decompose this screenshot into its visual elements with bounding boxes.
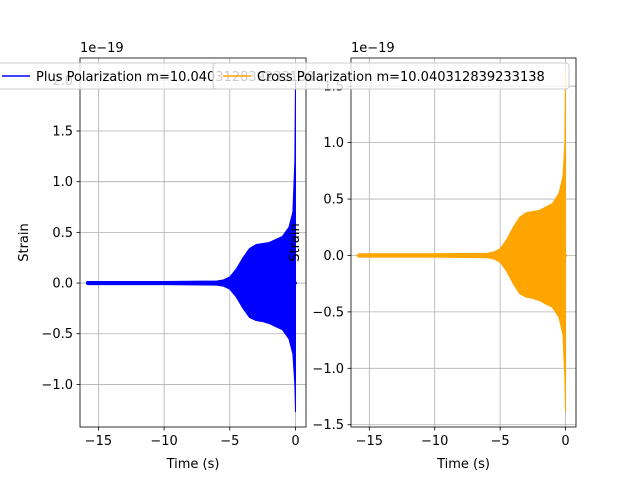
series-end-marker <box>564 253 568 257</box>
x-axis-label: Time (s) <box>436 457 490 472</box>
y-tick-label: 0.5 <box>323 193 344 208</box>
x-axis-label: Time (s) <box>166 457 220 472</box>
series-envelope <box>358 68 567 412</box>
x-tick-label: −5 <box>220 434 239 449</box>
x-tick-label: 0 <box>561 434 569 449</box>
y-tick-label: 0.5 <box>52 226 73 241</box>
series-end-marker <box>293 281 297 285</box>
y-tick-label: −0.5 <box>312 305 344 320</box>
legend-box <box>212 62 570 90</box>
y-tick-label: 0.0 <box>323 249 344 264</box>
y-tick-label: 1.5 <box>52 124 73 139</box>
y-tick-label: 0.0 <box>52 277 73 292</box>
legend-label: Cross Polarization m=10.040312839233138 <box>257 70 545 85</box>
x-tick-label: 0 <box>291 434 299 449</box>
series-start-marker <box>356 253 361 258</box>
y-axis-label: Strain <box>288 223 303 262</box>
x-tick-label: −10 <box>150 434 177 449</box>
plot-frame <box>79 57 307 428</box>
y-tick-label: 1.0 <box>52 175 73 190</box>
plot-frame <box>350 57 577 428</box>
y-tick-label: −0.5 <box>41 327 73 342</box>
series-envelope <box>87 79 296 413</box>
x-tick-label: −10 <box>421 434 448 449</box>
y-tick-label: −1.5 <box>312 418 344 433</box>
y-axis-label: Strain <box>17 223 32 262</box>
x-tick-label: −15 <box>356 434 383 449</box>
right-chart-cross-polarization: −15−10−50−1.5−1.0−0.50.00.51.01.51e−19Ti… <box>288 41 577 472</box>
y-tick-label: −1.0 <box>312 362 344 377</box>
y-offset-label: 1e−19 <box>80 41 124 56</box>
x-tick-label: −15 <box>85 434 112 449</box>
legend-cross: Cross Polarization m=10.040312839233138 <box>212 62 570 90</box>
series-start-marker <box>85 281 90 286</box>
y-tick-label: 1.0 <box>323 136 344 151</box>
x-tick-label: −5 <box>491 434 510 449</box>
y-tick-label: −1.0 <box>41 378 73 393</box>
legends: Plus Polarization m=10.040312839233138Cr… <box>0 62 570 90</box>
y-offset-label: 1e−19 <box>351 41 395 56</box>
